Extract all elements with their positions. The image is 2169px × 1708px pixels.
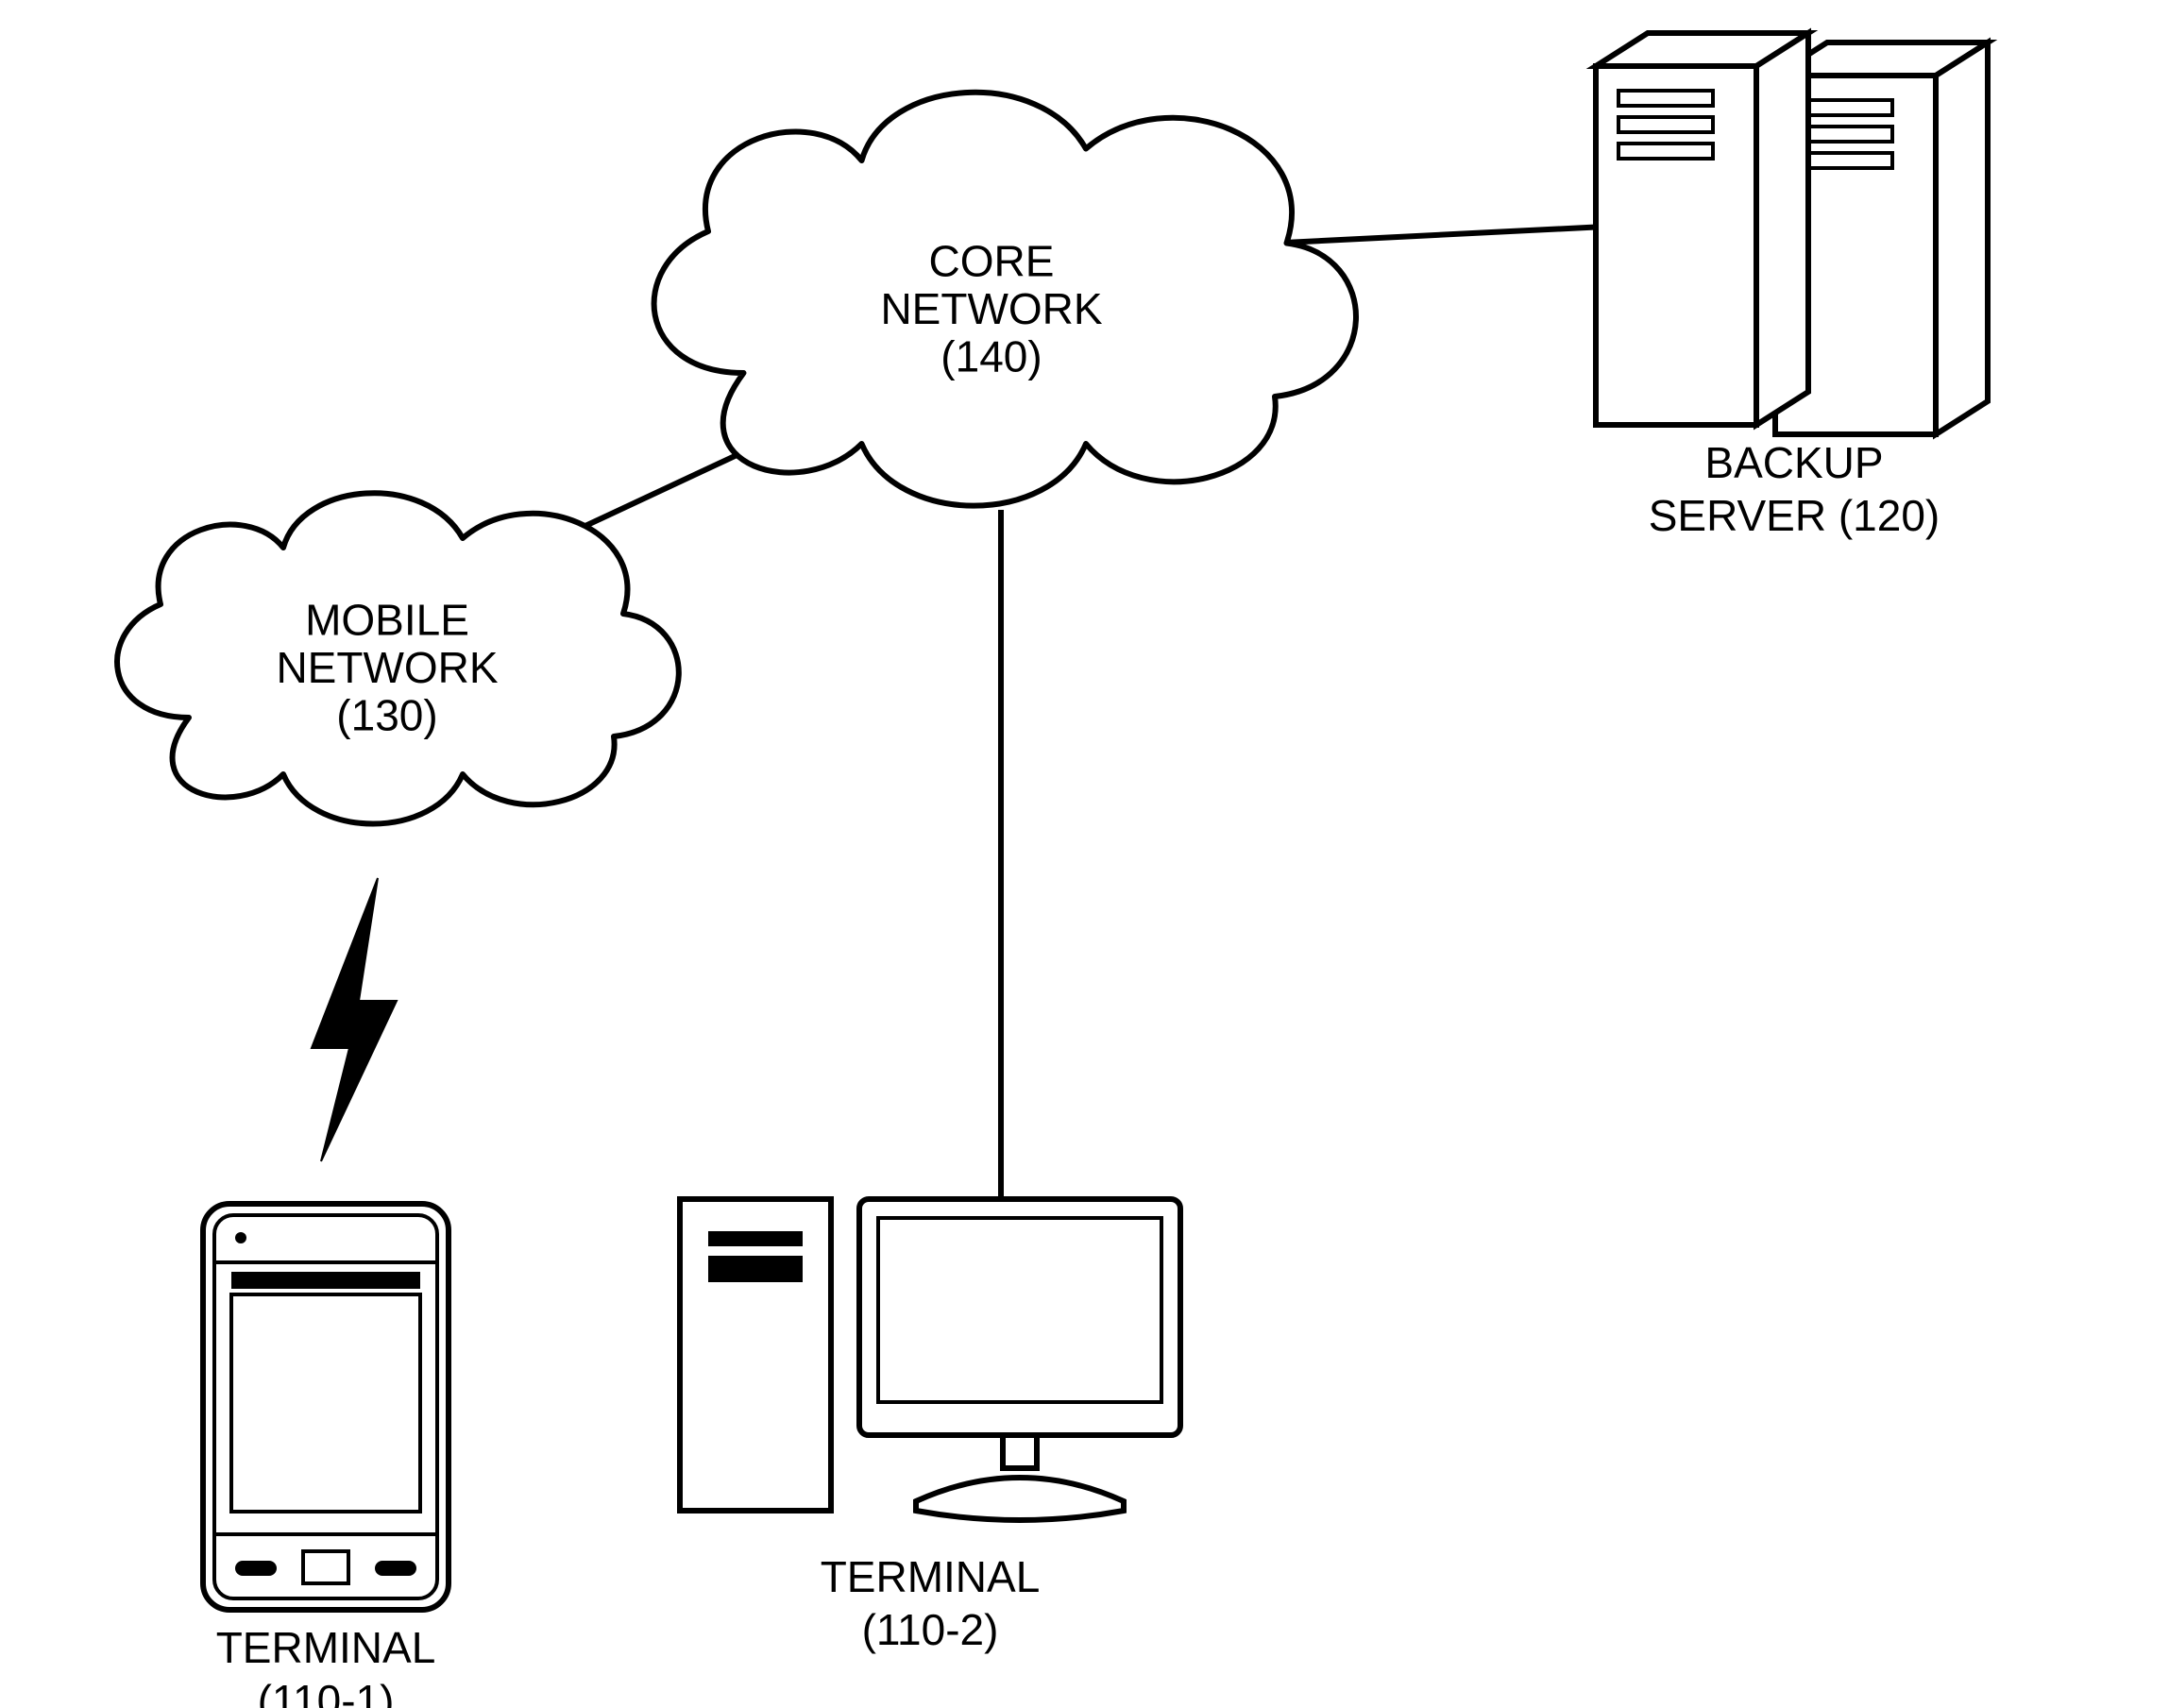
wireless-bolt-icon — [312, 878, 397, 1161]
mobile-network-label: MOBILE — [305, 595, 469, 644]
mobile-network-label: NETWORK — [276, 643, 498, 692]
core-network-label: (140) — [940, 332, 1042, 381]
terminal-pc-label: TERMINAL — [821, 1552, 1041, 1601]
backup-server-label: BACKUP — [1704, 438, 1883, 487]
core-network-label: CORE — [929, 236, 1055, 285]
core-network-label: NETWORK — [880, 284, 1102, 333]
network-diagram: MOBILENETWORK(130)CORENETWORK(140)TERMIN… — [0, 0, 2169, 1708]
mobile-network-label: (130) — [336, 691, 437, 740]
backup-server-icon — [1596, 33, 1988, 434]
terminal-pc-label: (110-2) — [862, 1605, 999, 1654]
backup-server-label: SERVER (120) — [1649, 491, 1940, 540]
nodes-layer: MOBILENETWORK(130)CORENETWORK(140)TERMIN… — [117, 33, 1988, 1708]
terminal-phone-label: (110-1) — [258, 1676, 395, 1708]
terminal-phone-icon — [203, 1204, 449, 1610]
terminal-phone-label: TERMINAL — [216, 1623, 436, 1672]
terminal-pc-icon — [680, 1199, 1180, 1520]
